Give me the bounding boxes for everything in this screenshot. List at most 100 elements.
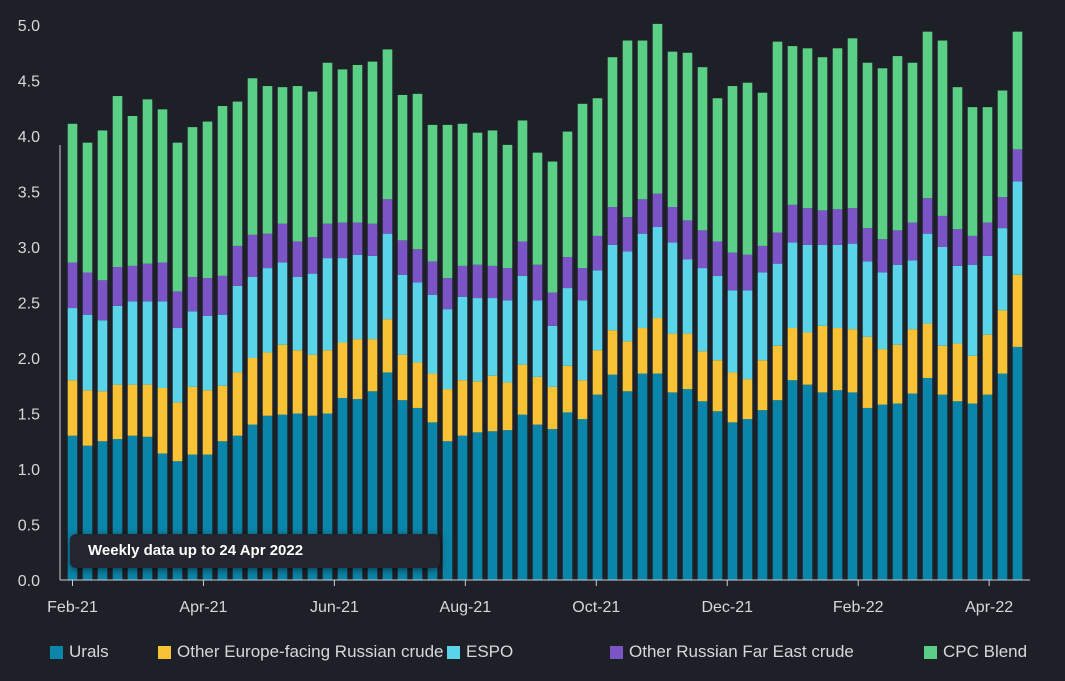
bar-segment-other-europe [772,345,783,401]
bar-segment-cpc [892,56,903,231]
bar-segment-other-europe [472,381,483,433]
legend-label: Urals [69,642,109,661]
bar-segment-other-europe [847,329,858,393]
bar-segment-cpc [487,130,498,266]
x-tick-label: Apr-21 [179,599,227,616]
bar-segment-far-east [847,208,858,244]
bar-segment-far-east [982,222,993,256]
bar-segment-other-europe [637,328,648,374]
bar-segment-espo [517,275,528,365]
bar-segment-cpc [967,107,978,236]
bar-segment-other-europe [322,350,333,414]
legend-item-espo: ESPO [447,640,513,664]
bar-segment-urals [592,394,603,580]
bar-segment-cpc [172,142,183,292]
bar-segment-urals [67,435,78,580]
bar-segment-espo [202,315,213,391]
bar-segment-cpc [607,57,618,208]
bar-segment-far-east [502,268,513,301]
bar-segment-other-europe [517,364,528,415]
bar-segment-far-east [742,254,753,291]
bar-segment-urals [652,373,663,580]
bar-segment-other-europe [337,342,348,398]
bar-segment-urals [727,422,738,580]
legend-item-far-east: Other Russian Far East crude [610,640,854,664]
bars [67,23,1023,580]
bar-segment-far-east [202,278,213,316]
bar-segment-far-east [607,207,618,245]
bar-segment-far-east [412,249,423,283]
bar-segment-far-east [112,266,123,306]
x-tick-label: Feb-22 [833,599,884,616]
bar-segment-cpc [412,93,423,250]
y-tick-label: 2.0 [18,351,40,368]
bar-segment-far-east [157,262,168,302]
bar-segment-other-europe [757,360,768,411]
bar-segment-urals [352,399,363,580]
bar-segment-urals [232,435,243,580]
bar-segment-espo [547,325,558,387]
bar-segment-cpc [577,103,588,269]
bar-segment-other-europe [277,344,288,415]
y-tick-label: 3.0 [18,240,40,257]
bar-segment-espo [922,233,933,324]
bar-segment-urals [967,403,978,580]
y-tick-label: 2.5 [18,296,40,313]
bar-segment-other-europe [97,391,108,442]
bar-segment-far-east [427,261,438,295]
bar-segment-other-europe [502,382,513,431]
bar-segment-other-europe [292,350,303,414]
bar-segment-espo [757,272,768,361]
bar-segment-far-east [907,222,918,261]
bar-segment-urals [547,429,558,580]
legend-swatch [447,645,460,659]
bar-segment-espo [652,227,663,319]
bar-segment-espo [382,233,393,320]
bar-segment-other-europe [547,386,558,430]
bar-segment-espo [727,290,738,373]
bar-segment-urals [202,454,213,580]
bar-segment-far-east [457,265,468,297]
bar-segment-other-europe [262,352,273,416]
bar-segment-cpc [337,69,348,223]
bar-segment-espo [367,255,378,340]
bar-segment-espo [967,264,978,356]
bar-segment-urals [847,392,858,580]
bar-segment-espo [802,244,813,333]
bar-segment-espo [247,276,258,358]
bar-segment-cpc [562,131,573,257]
legend-label: Other Russian Far East crude [629,642,854,661]
bar-segment-cpc [322,62,333,224]
legend-item-urals: Urals [50,640,109,664]
legend-label: Other Europe-facing Russian crude [177,642,444,661]
bar-segment-espo [262,268,273,353]
bar-segment-cpc [457,123,468,266]
bar-segment-espo [307,273,318,355]
bar-segment-other-europe [187,386,198,455]
bar-segment-espo [442,309,453,390]
bar-segment-urals [757,410,768,580]
bar-segment-far-east [187,276,198,312]
bar-segment-other-europe [82,390,93,446]
bar-segment-far-east [577,268,588,301]
bar-segment-cpc [667,51,678,208]
bar-segment-espo [562,288,573,366]
bar-segment-espo [982,255,993,335]
bar-segment-other-europe [967,355,978,404]
bar-segment-cpc [712,98,723,242]
bar-segment-urals [292,413,303,580]
bar-segment-cpc [922,31,933,199]
bar-segment-espo [277,262,288,345]
bar-segment-espo [397,274,408,355]
bar-segment-espo [502,300,513,383]
bar-segment-espo [172,328,183,403]
bar-segment-far-east [892,230,903,265]
legend-label: ESPO [466,642,514,661]
bar-segment-urals [787,380,798,580]
bar-segment-urals [487,431,498,580]
bar-segment-cpc [637,40,648,200]
bar-segment-urals [112,439,123,580]
bar-segment-urals [907,393,918,580]
bar-segment-espo [337,258,348,343]
